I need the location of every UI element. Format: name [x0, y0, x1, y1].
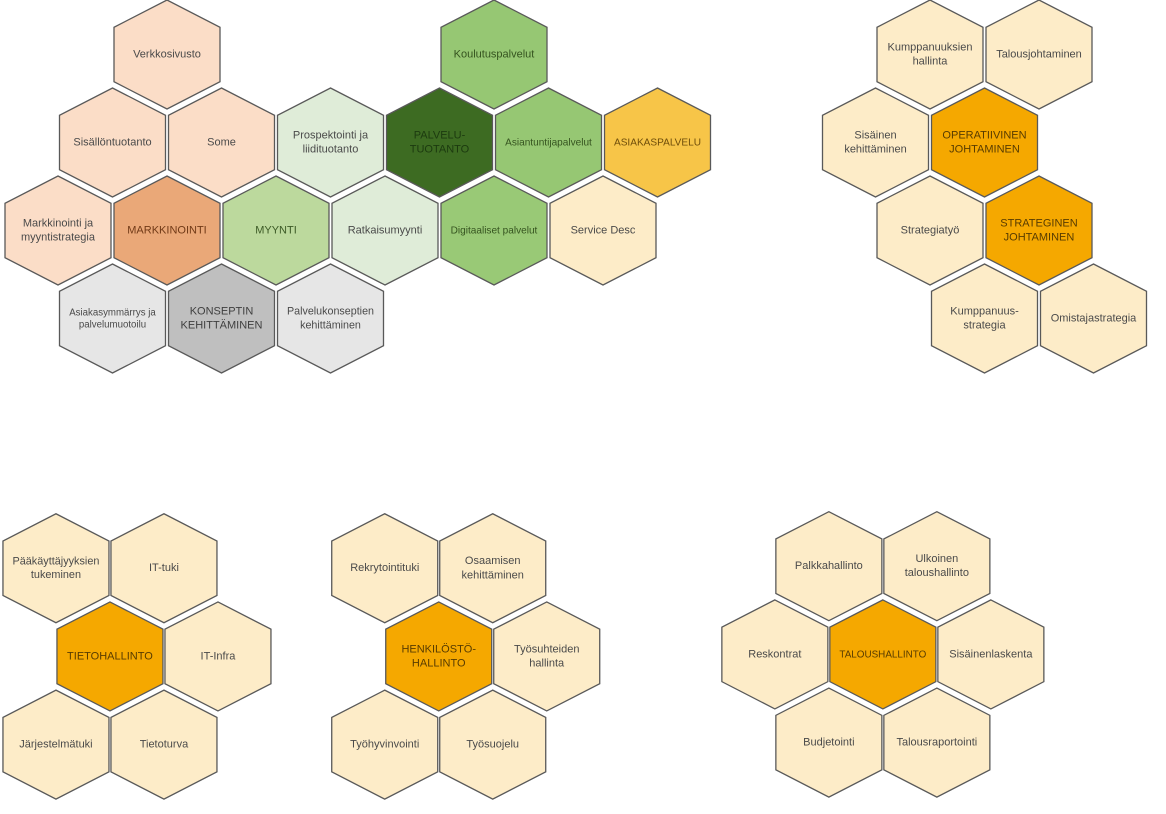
svg-text:TIETOHALLINTO: TIETOHALLINTO [67, 650, 153, 662]
svg-text:ASIAKASPALVELU: ASIAKASPALVELU [614, 137, 701, 148]
svg-text:Palkkahallinto: Palkkahallinto [795, 560, 863, 572]
svg-text:Service Desc: Service Desc [571, 224, 636, 236]
svg-text:Tietoturva: Tietoturva [140, 739, 189, 751]
svg-text:Asiantuntijapalvelut: Asiantuntijapalvelut [505, 137, 592, 148]
svg-text:IT-tuki: IT-tuki [149, 562, 179, 574]
svg-text:Digitaaliset palvelut: Digitaaliset palvelut [451, 225, 538, 236]
svg-text:IT-Infra: IT-Infra [201, 650, 237, 662]
svg-text:Järjestelmätuki: Järjestelmätuki [19, 739, 92, 751]
svg-text:Talousraportointi: Talousraportointi [897, 737, 978, 749]
svg-text:Sisällöntuotanto: Sisällöntuotanto [73, 136, 151, 148]
svg-text:Rekrytointituki: Rekrytointituki [350, 562, 419, 574]
svg-text:Budjetointi: Budjetointi [803, 737, 854, 749]
svg-text:MARKKINOINTI: MARKKINOINTI [127, 224, 206, 236]
svg-text:Strategiatyö: Strategiatyö [901, 224, 960, 236]
svg-text:Talousjohtaminen: Talousjohtaminen [996, 48, 1082, 60]
svg-text:Sisäinenlaskenta: Sisäinenlaskenta [949, 648, 1033, 660]
svg-text:Työhyvinvointi: Työhyvinvointi [350, 739, 419, 751]
svg-text:Työsuojelu: Työsuojelu [466, 739, 519, 751]
svg-text:Some: Some [207, 136, 236, 148]
svg-text:TALOUSHALLINTO: TALOUSHALLINTO [839, 649, 926, 660]
svg-text:Omistajastrategia: Omistajastrategia [1051, 312, 1137, 324]
svg-text:MYYNTI: MYYNTI [255, 224, 297, 236]
svg-text:Ratkaisumyynti: Ratkaisumyynti [348, 224, 423, 236]
svg-text:Reskontrat: Reskontrat [748, 648, 801, 660]
svg-text:Koulutuspalvelut: Koulutuspalvelut [454, 48, 535, 60]
svg-text:Verkkosivusto: Verkkosivusto [133, 48, 201, 60]
